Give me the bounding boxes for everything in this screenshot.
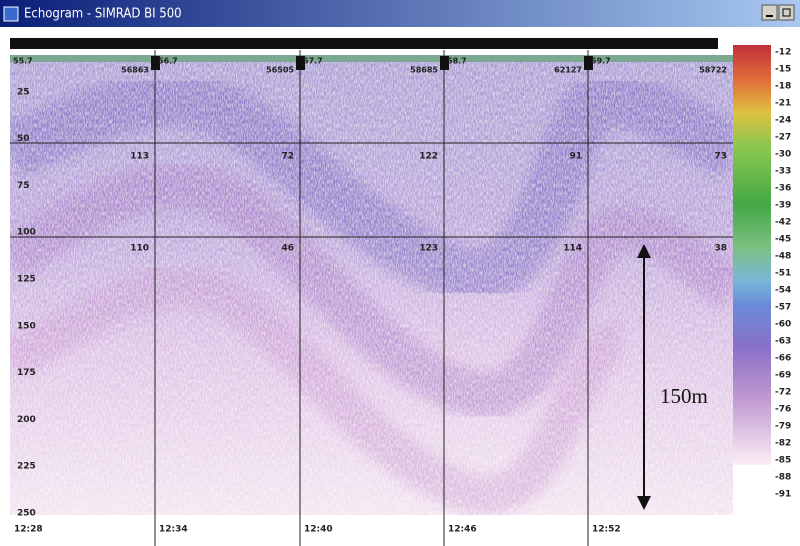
column-marker [296, 56, 305, 70]
status-bar [10, 38, 718, 49]
title-bar [0, 0, 800, 27]
surface-label: 59.7 [591, 57, 611, 66]
scale-label: -79 [775, 422, 791, 432]
scale-label: -42 [775, 218, 791, 228]
scale-label: -66 [775, 354, 791, 364]
scale-label: -21 [775, 99, 791, 109]
scale-label: -30 [775, 150, 791, 160]
time-label: 12:40 [304, 525, 333, 535]
depth-label: 200 [17, 415, 36, 425]
scale-label: -18 [775, 82, 791, 92]
scale-label: -76 [775, 405, 791, 415]
restore-button[interactable] [778, 4, 795, 21]
cell-value: 91 [569, 152, 582, 162]
scale-label: -12 [775, 48, 791, 58]
top-value: 62127 [554, 66, 582, 75]
app-icon [3, 6, 19, 22]
cell-value: 46 [281, 244, 294, 254]
surface-label: 56.7 [158, 57, 178, 66]
top-value: 56863 [121, 66, 149, 75]
surface-label: 55.7 [13, 57, 33, 66]
time-label: 12:28 [14, 525, 43, 535]
cell-value: 73 [714, 152, 727, 162]
scale-label: -69 [775, 371, 791, 381]
window-title: Echogram - SIMRAD BI 500 [24, 7, 182, 22]
depth-label: 175 [17, 368, 36, 378]
top-value: 58722 [699, 66, 727, 75]
scale-label: -51 [775, 269, 791, 279]
color-scale [733, 45, 771, 465]
scale-label: -60 [775, 320, 791, 330]
depth-label: 125 [17, 275, 36, 285]
time-label: 12:52 [592, 525, 621, 535]
annotation: 150m [660, 384, 708, 408]
scale-label: -85 [775, 456, 791, 466]
column-marker [440, 56, 449, 70]
scale-label: -88 [775, 473, 791, 483]
cell-value: 113 [130, 152, 149, 162]
surface-label: 57.7 [303, 57, 323, 66]
scale-label: -63 [775, 337, 791, 347]
scale-label: -27 [775, 133, 791, 143]
restore-icon [782, 8, 791, 17]
cell-value: 38 [714, 244, 727, 254]
depth-label: 250 [17, 509, 36, 519]
depth-label: 75 [17, 181, 30, 191]
scale-label: -24 [775, 116, 791, 126]
scale-label: -48 [775, 252, 791, 262]
scale-label: -33 [775, 167, 791, 177]
scale-label: -72 [775, 388, 791, 398]
surface-label: 58.7 [447, 57, 467, 66]
depth-label: 150 [17, 321, 36, 331]
scale-label: -57 [775, 303, 791, 313]
scale-label: -54 [775, 286, 791, 296]
depth-label: 25 [17, 87, 30, 97]
cell-value: 110 [130, 244, 149, 254]
scale-label: -39 [775, 201, 791, 211]
scale-label: -15 [775, 65, 791, 75]
depth-label: 225 [17, 462, 36, 472]
cell-value: 123 [419, 244, 438, 254]
column-marker [584, 56, 593, 70]
depth-label: 50 [17, 134, 30, 144]
depth-label: 100 [17, 228, 36, 238]
column-marker [151, 56, 160, 70]
minimize-button[interactable] [761, 4, 778, 21]
echogram-plot [10, 55, 733, 515]
cell-value: 122 [419, 152, 438, 162]
top-value: 56505 [266, 66, 294, 75]
echo-noise [10, 55, 733, 515]
time-label: 12:34 [159, 525, 188, 535]
scale-label: -91 [775, 490, 791, 500]
cell-value: 72 [281, 152, 294, 162]
top-value: 58685 [410, 66, 438, 75]
grid [10, 50, 733, 546]
cell-value: 114 [563, 244, 582, 254]
scale-label: -82 [775, 439, 791, 449]
scale-label: -45 [775, 235, 791, 245]
time-label: 12:46 [448, 525, 477, 535]
surface-line [10, 55, 733, 62]
scale-label: -36 [775, 184, 791, 194]
